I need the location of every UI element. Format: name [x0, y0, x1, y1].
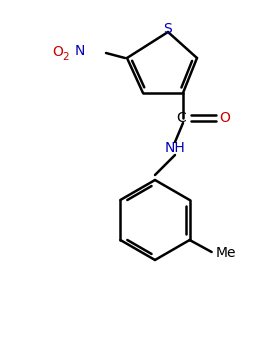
Text: O: O: [220, 111, 230, 125]
Text: S: S: [164, 22, 172, 36]
Text: C: C: [176, 111, 186, 125]
Text: N: N: [75, 44, 85, 58]
Text: 2: 2: [63, 52, 69, 62]
Text: Me: Me: [215, 246, 236, 260]
Text: NH: NH: [165, 141, 185, 155]
Text: O: O: [53, 45, 63, 59]
